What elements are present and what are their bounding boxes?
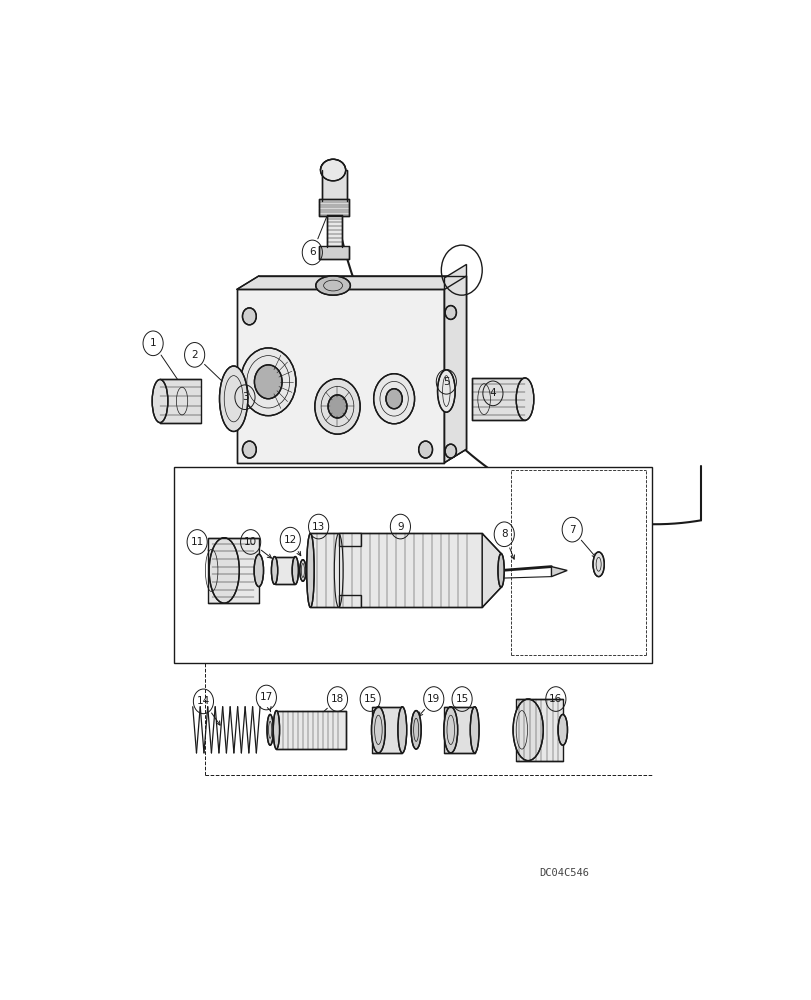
Text: 4: 4 <box>489 388 496 398</box>
Text: 16: 16 <box>548 694 562 704</box>
Text: 15: 15 <box>363 694 376 704</box>
Ellipse shape <box>299 560 306 581</box>
Polygon shape <box>371 707 401 753</box>
Ellipse shape <box>470 707 478 753</box>
Ellipse shape <box>444 707 457 753</box>
Polygon shape <box>319 199 349 216</box>
Text: 5: 5 <box>443 377 449 387</box>
Ellipse shape <box>513 699 543 761</box>
Text: 17: 17 <box>260 692 272 702</box>
Ellipse shape <box>516 378 533 420</box>
Polygon shape <box>310 533 482 607</box>
Ellipse shape <box>307 533 314 607</box>
Ellipse shape <box>557 714 567 745</box>
Ellipse shape <box>219 366 247 431</box>
Text: 7: 7 <box>569 525 575 535</box>
Polygon shape <box>338 533 360 546</box>
Text: DC04C546: DC04C546 <box>539 868 588 878</box>
Ellipse shape <box>371 707 385 753</box>
Ellipse shape <box>418 441 432 458</box>
Polygon shape <box>208 538 259 603</box>
Polygon shape <box>482 533 500 607</box>
Bar <box>174 466 651 663</box>
Ellipse shape <box>328 395 346 418</box>
Text: 18: 18 <box>330 694 344 704</box>
Text: 2: 2 <box>191 350 198 360</box>
Ellipse shape <box>385 389 401 409</box>
Ellipse shape <box>242 441 256 458</box>
Ellipse shape <box>209 538 239 603</box>
Ellipse shape <box>152 379 168 423</box>
Polygon shape <box>276 711 345 749</box>
Ellipse shape <box>242 308 256 325</box>
Ellipse shape <box>373 374 414 424</box>
Ellipse shape <box>592 552 603 577</box>
Polygon shape <box>551 567 566 577</box>
Text: 11: 11 <box>191 537 204 547</box>
Ellipse shape <box>315 379 360 434</box>
Polygon shape <box>237 289 444 463</box>
Ellipse shape <box>320 159 345 181</box>
Ellipse shape <box>254 365 281 399</box>
Polygon shape <box>444 264 466 463</box>
Polygon shape <box>237 276 466 289</box>
Text: 15: 15 <box>455 694 468 704</box>
Ellipse shape <box>444 444 456 458</box>
Ellipse shape <box>271 557 277 584</box>
Text: 9: 9 <box>397 522 403 532</box>
Ellipse shape <box>254 554 264 587</box>
Text: 8: 8 <box>500 529 507 539</box>
Ellipse shape <box>397 707 406 753</box>
Text: 12: 12 <box>283 535 297 545</box>
Polygon shape <box>471 378 525 420</box>
Ellipse shape <box>292 557 298 584</box>
Text: 19: 19 <box>427 694 440 704</box>
Text: 14: 14 <box>196 696 210 706</box>
Ellipse shape <box>315 276 350 295</box>
Ellipse shape <box>437 370 455 412</box>
Polygon shape <box>444 276 466 463</box>
Ellipse shape <box>444 306 456 319</box>
Polygon shape <box>274 557 295 584</box>
Ellipse shape <box>410 711 421 749</box>
Text: 6: 6 <box>309 247 315 257</box>
Polygon shape <box>515 699 562 761</box>
Polygon shape <box>321 170 346 201</box>
Polygon shape <box>160 379 200 423</box>
Polygon shape <box>319 246 349 259</box>
Text: 1: 1 <box>149 338 157 348</box>
Polygon shape <box>444 707 474 753</box>
Text: 3: 3 <box>242 392 248 402</box>
Text: 13: 13 <box>311 522 325 532</box>
Polygon shape <box>338 595 360 607</box>
Text: 10: 10 <box>244 537 257 547</box>
Ellipse shape <box>267 714 273 745</box>
Ellipse shape <box>497 554 504 587</box>
Ellipse shape <box>240 348 295 416</box>
Polygon shape <box>326 215 341 247</box>
Ellipse shape <box>273 711 279 749</box>
